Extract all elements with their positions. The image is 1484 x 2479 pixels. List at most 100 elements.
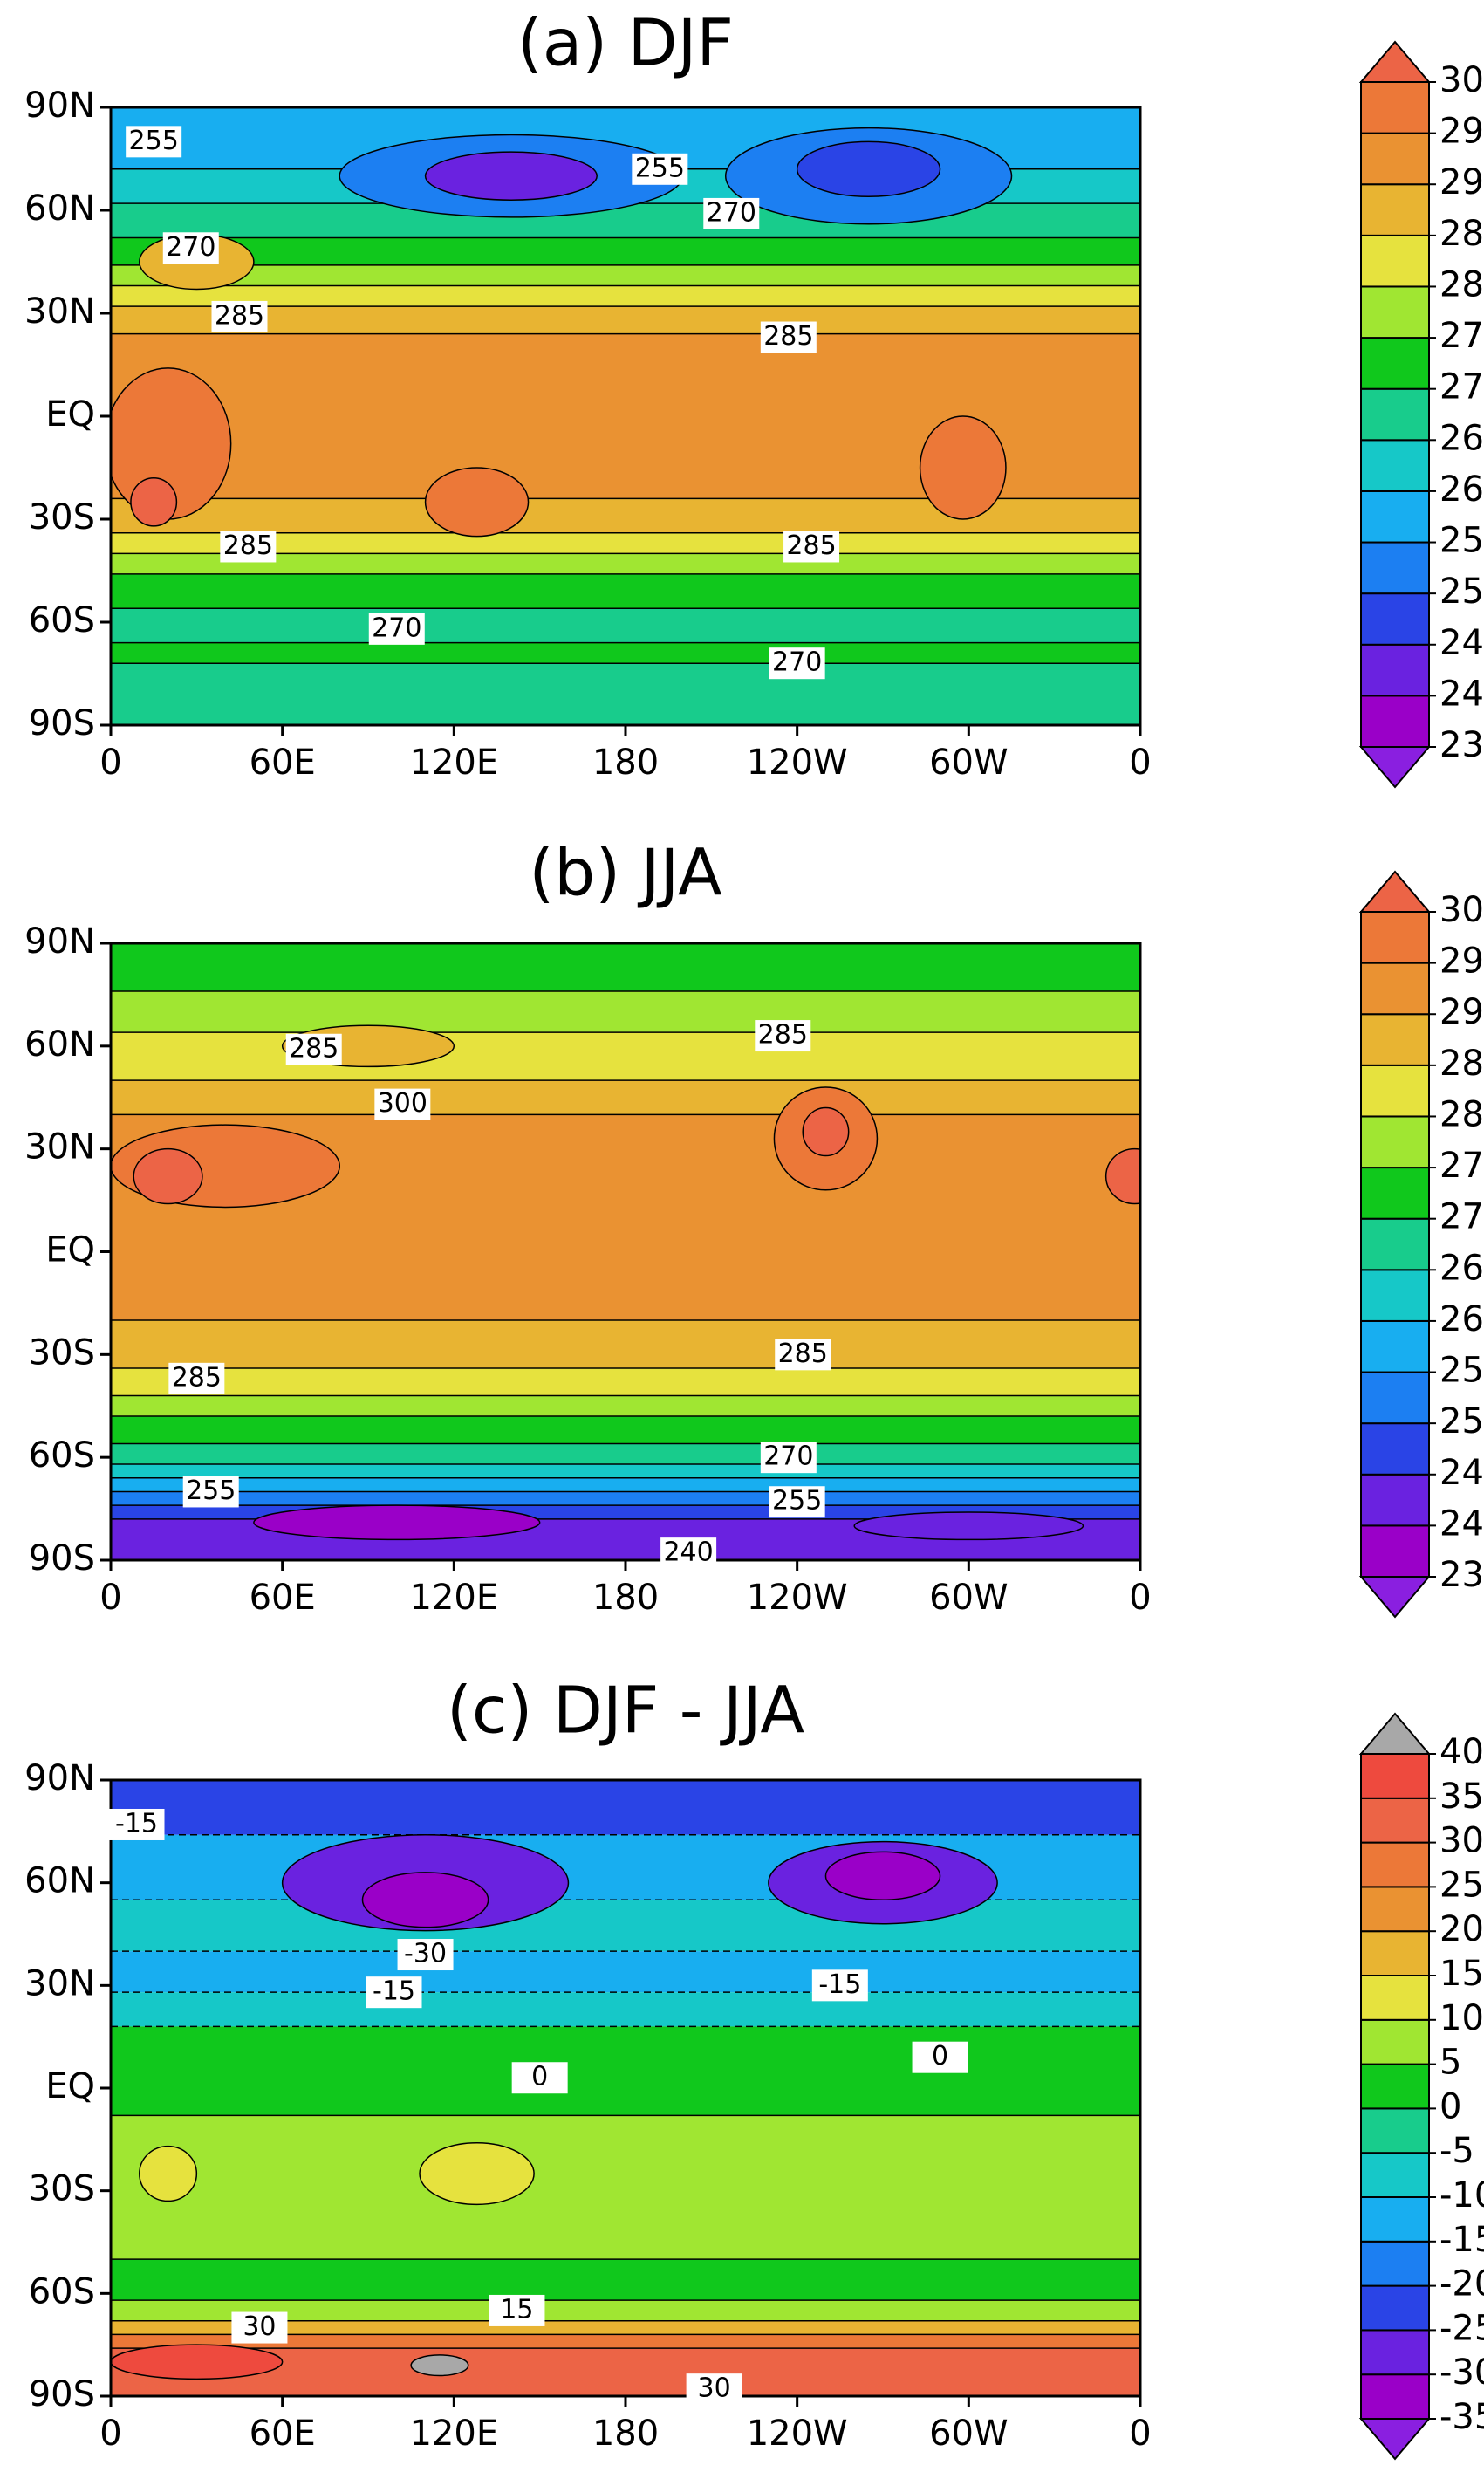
contour-label-box (769, 1486, 825, 1518)
colorbar-label: 285 (1440, 214, 1484, 254)
colorbar-box (1360, 1841, 1430, 1888)
colorbar-box (1360, 1371, 1430, 1425)
contour-label: 285 (763, 321, 813, 352)
colorbar-label: 0 (1440, 2086, 1461, 2126)
colorbar-label: 265 (1440, 1248, 1484, 1288)
colorbar-box (1360, 183, 1430, 236)
field-blob (919, 415, 1007, 520)
y-tick-label: 60S (29, 600, 95, 640)
colorbar-box (1360, 1930, 1430, 1976)
y-tick-label: 30N (24, 291, 95, 332)
contour-label-box (220, 531, 277, 563)
field-band (111, 1477, 1140, 1492)
y-tick-label: 30N (24, 1963, 95, 2003)
x-tick-label: 0 (1129, 2414, 1151, 2454)
contour-label: 255 (772, 1486, 822, 1517)
contour-label: 285 (786, 531, 836, 561)
field-band (111, 1416, 1140, 1444)
field-blob (130, 477, 178, 527)
field-band (111, 573, 1140, 609)
field-band (111, 2026, 1140, 2116)
x-tick-label: 0 (99, 1578, 121, 1618)
colorbar-box (1360, 1319, 1430, 1373)
contour-label: 0 (932, 2041, 948, 2072)
field-band (111, 2300, 1140, 2321)
colorbar-box (1360, 285, 1430, 339)
colorbar-label: 20 (1440, 1909, 1484, 1949)
contour-label-box (366, 1976, 422, 2009)
field-band (111, 1368, 1140, 1396)
y-tick-label: 60N (24, 188, 95, 229)
field-blob (802, 1106, 850, 1157)
colorbar-box (1360, 2196, 1430, 2243)
field-band (111, 2115, 1140, 2260)
contour-label-box (168, 1362, 225, 1394)
colorbar-label: 10 (1440, 1998, 1484, 2038)
field-band (111, 1080, 1140, 1115)
field-blob (853, 1511, 1084, 1541)
colorbar-box (1360, 81, 1430, 134)
colorbar-arrow-high (1358, 40, 1432, 83)
colorbar-label: 250 (1440, 1401, 1484, 1442)
colorbar-label: 35 (1440, 1777, 1484, 1817)
colorbar-box (1360, 234, 1430, 288)
y-tick-label: 90N (24, 86, 95, 126)
colorbar-label: 245 (1440, 1453, 1484, 1493)
contour-label: 0 (531, 2062, 548, 2092)
field-band (111, 1320, 1140, 1369)
colorbar-box (1360, 1473, 1430, 1527)
colorbar-box (1360, 1013, 1430, 1066)
contour-label: 285 (215, 300, 264, 331)
field-band (111, 264, 1140, 286)
field-blob (361, 1872, 489, 1928)
field-band (111, 2334, 1140, 2349)
field-blob (410, 2354, 469, 2377)
x-tick-label: 120E (410, 2414, 499, 2454)
contour-label-box (231, 2311, 288, 2344)
contour-label-box (769, 647, 825, 680)
colorbar-box (1360, 132, 1430, 186)
colorbar-box (1360, 2063, 1430, 2110)
colorbar-label: 250 (1440, 572, 1484, 612)
contour-label: 255 (129, 126, 179, 156)
field-blob (824, 1851, 941, 1901)
colorbar-box (1360, 1269, 1430, 1322)
contour-label-box (108, 1808, 165, 1840)
x-tick-label: 120W (747, 1578, 848, 1618)
colorbar-box (1360, 541, 1430, 595)
colorbar-box (1360, 1422, 1430, 1476)
colorbar-arrow-high (1358, 1712, 1432, 1755)
colorbar-label: 275 (1440, 316, 1484, 356)
contour-label: 30 (698, 2373, 731, 2404)
contour-label: 270 (772, 647, 822, 678)
colorbar-box (1360, 2373, 1430, 2420)
colorbar-label: -30 (1440, 2352, 1484, 2393)
x-tick-label: 60E (250, 743, 316, 783)
contour-label: 285 (289, 1033, 339, 1064)
field-blob (1104, 1147, 1140, 1205)
contour-label: 240 (663, 1537, 713, 1568)
contour-label: 285 (172, 1362, 222, 1393)
colorbar-label: 40 (1440, 1732, 1484, 1772)
y-tick-label: EQ (45, 1230, 95, 1270)
contour-label: -15 (373, 1976, 415, 2007)
contour-label-box (811, 1969, 868, 2002)
colorbar-label: 25 (1440, 1865, 1484, 1905)
colorbar-box (1360, 2107, 1430, 2154)
field-band (111, 237, 1140, 265)
contour-label: 15 (500, 2294, 533, 2325)
colorbar-label: -15 (1440, 2220, 1484, 2260)
field-band (111, 1900, 1140, 1952)
colorbar-label: 255 (1440, 1351, 1484, 1391)
panel-title: (a) DJF (517, 6, 734, 81)
y-tick-label: 60S (29, 1435, 95, 1476)
y-tick-label: 30S (29, 2169, 95, 2209)
contour-label-box (182, 1476, 239, 1508)
colorbar-label: 290 (1440, 162, 1484, 202)
contour-label-box (511, 2062, 568, 2094)
colorbar-arrow-low (1358, 746, 1432, 789)
contour-label-box (660, 1537, 717, 1570)
colorbar-label: 240 (1440, 1503, 1484, 1544)
field-band (111, 285, 1140, 307)
